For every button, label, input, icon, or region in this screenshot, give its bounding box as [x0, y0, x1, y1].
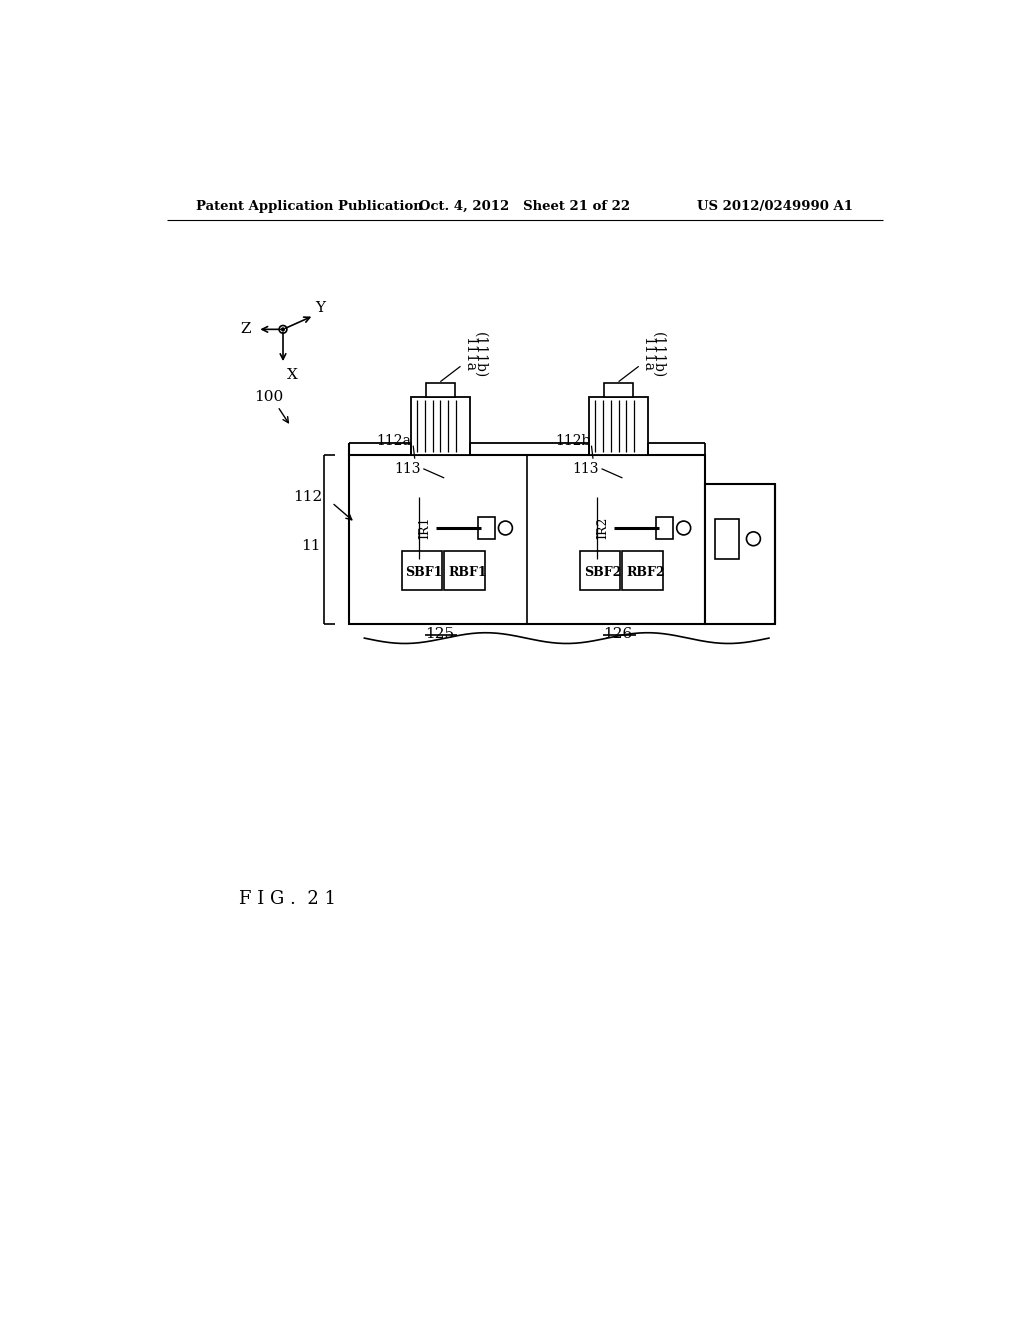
Text: Z: Z — [241, 322, 251, 337]
Text: X: X — [287, 368, 298, 381]
Text: 113: 113 — [394, 462, 420, 475]
Text: RBF2: RBF2 — [627, 566, 665, 579]
Text: Y: Y — [314, 301, 325, 314]
Bar — [444, 552, 484, 590]
Bar — [401, 552, 442, 590]
Text: SBF2: SBF2 — [584, 566, 622, 579]
Text: 113: 113 — [572, 462, 599, 475]
Text: F I G .  2 1: F I G . 2 1 — [239, 890, 336, 908]
Text: US 2012/0249990 A1: US 2012/0249990 A1 — [697, 199, 853, 213]
Text: (111b): (111b) — [651, 331, 666, 378]
Text: IR2: IR2 — [597, 517, 609, 539]
Bar — [715, 519, 739, 558]
Bar — [623, 552, 663, 590]
Text: RBF1: RBF1 — [449, 566, 486, 579]
Bar — [604, 383, 633, 397]
Text: IR1: IR1 — [419, 516, 431, 540]
Text: Patent Application Publication: Patent Application Publication — [197, 199, 423, 213]
Text: 112b: 112b — [555, 434, 591, 447]
Text: 111a: 111a — [462, 337, 476, 372]
Bar — [580, 552, 621, 590]
Bar — [477, 517, 495, 539]
Text: (111b): (111b) — [473, 331, 486, 378]
Text: 112: 112 — [293, 490, 323, 504]
Text: 111a: 111a — [640, 337, 654, 372]
Bar — [589, 397, 648, 455]
Text: 11: 11 — [301, 539, 321, 553]
Text: 125: 125 — [425, 627, 454, 640]
Bar — [411, 397, 470, 455]
Bar — [349, 455, 706, 624]
Bar — [426, 383, 455, 397]
Text: 112a: 112a — [377, 434, 412, 447]
Text: SBF1: SBF1 — [406, 566, 442, 579]
Circle shape — [282, 327, 285, 331]
Text: Oct. 4, 2012   Sheet 21 of 22: Oct. 4, 2012 Sheet 21 of 22 — [419, 199, 631, 213]
Text: 100: 100 — [254, 391, 284, 404]
Bar — [706, 484, 775, 624]
Bar — [655, 517, 673, 539]
Text: 126: 126 — [603, 627, 633, 640]
